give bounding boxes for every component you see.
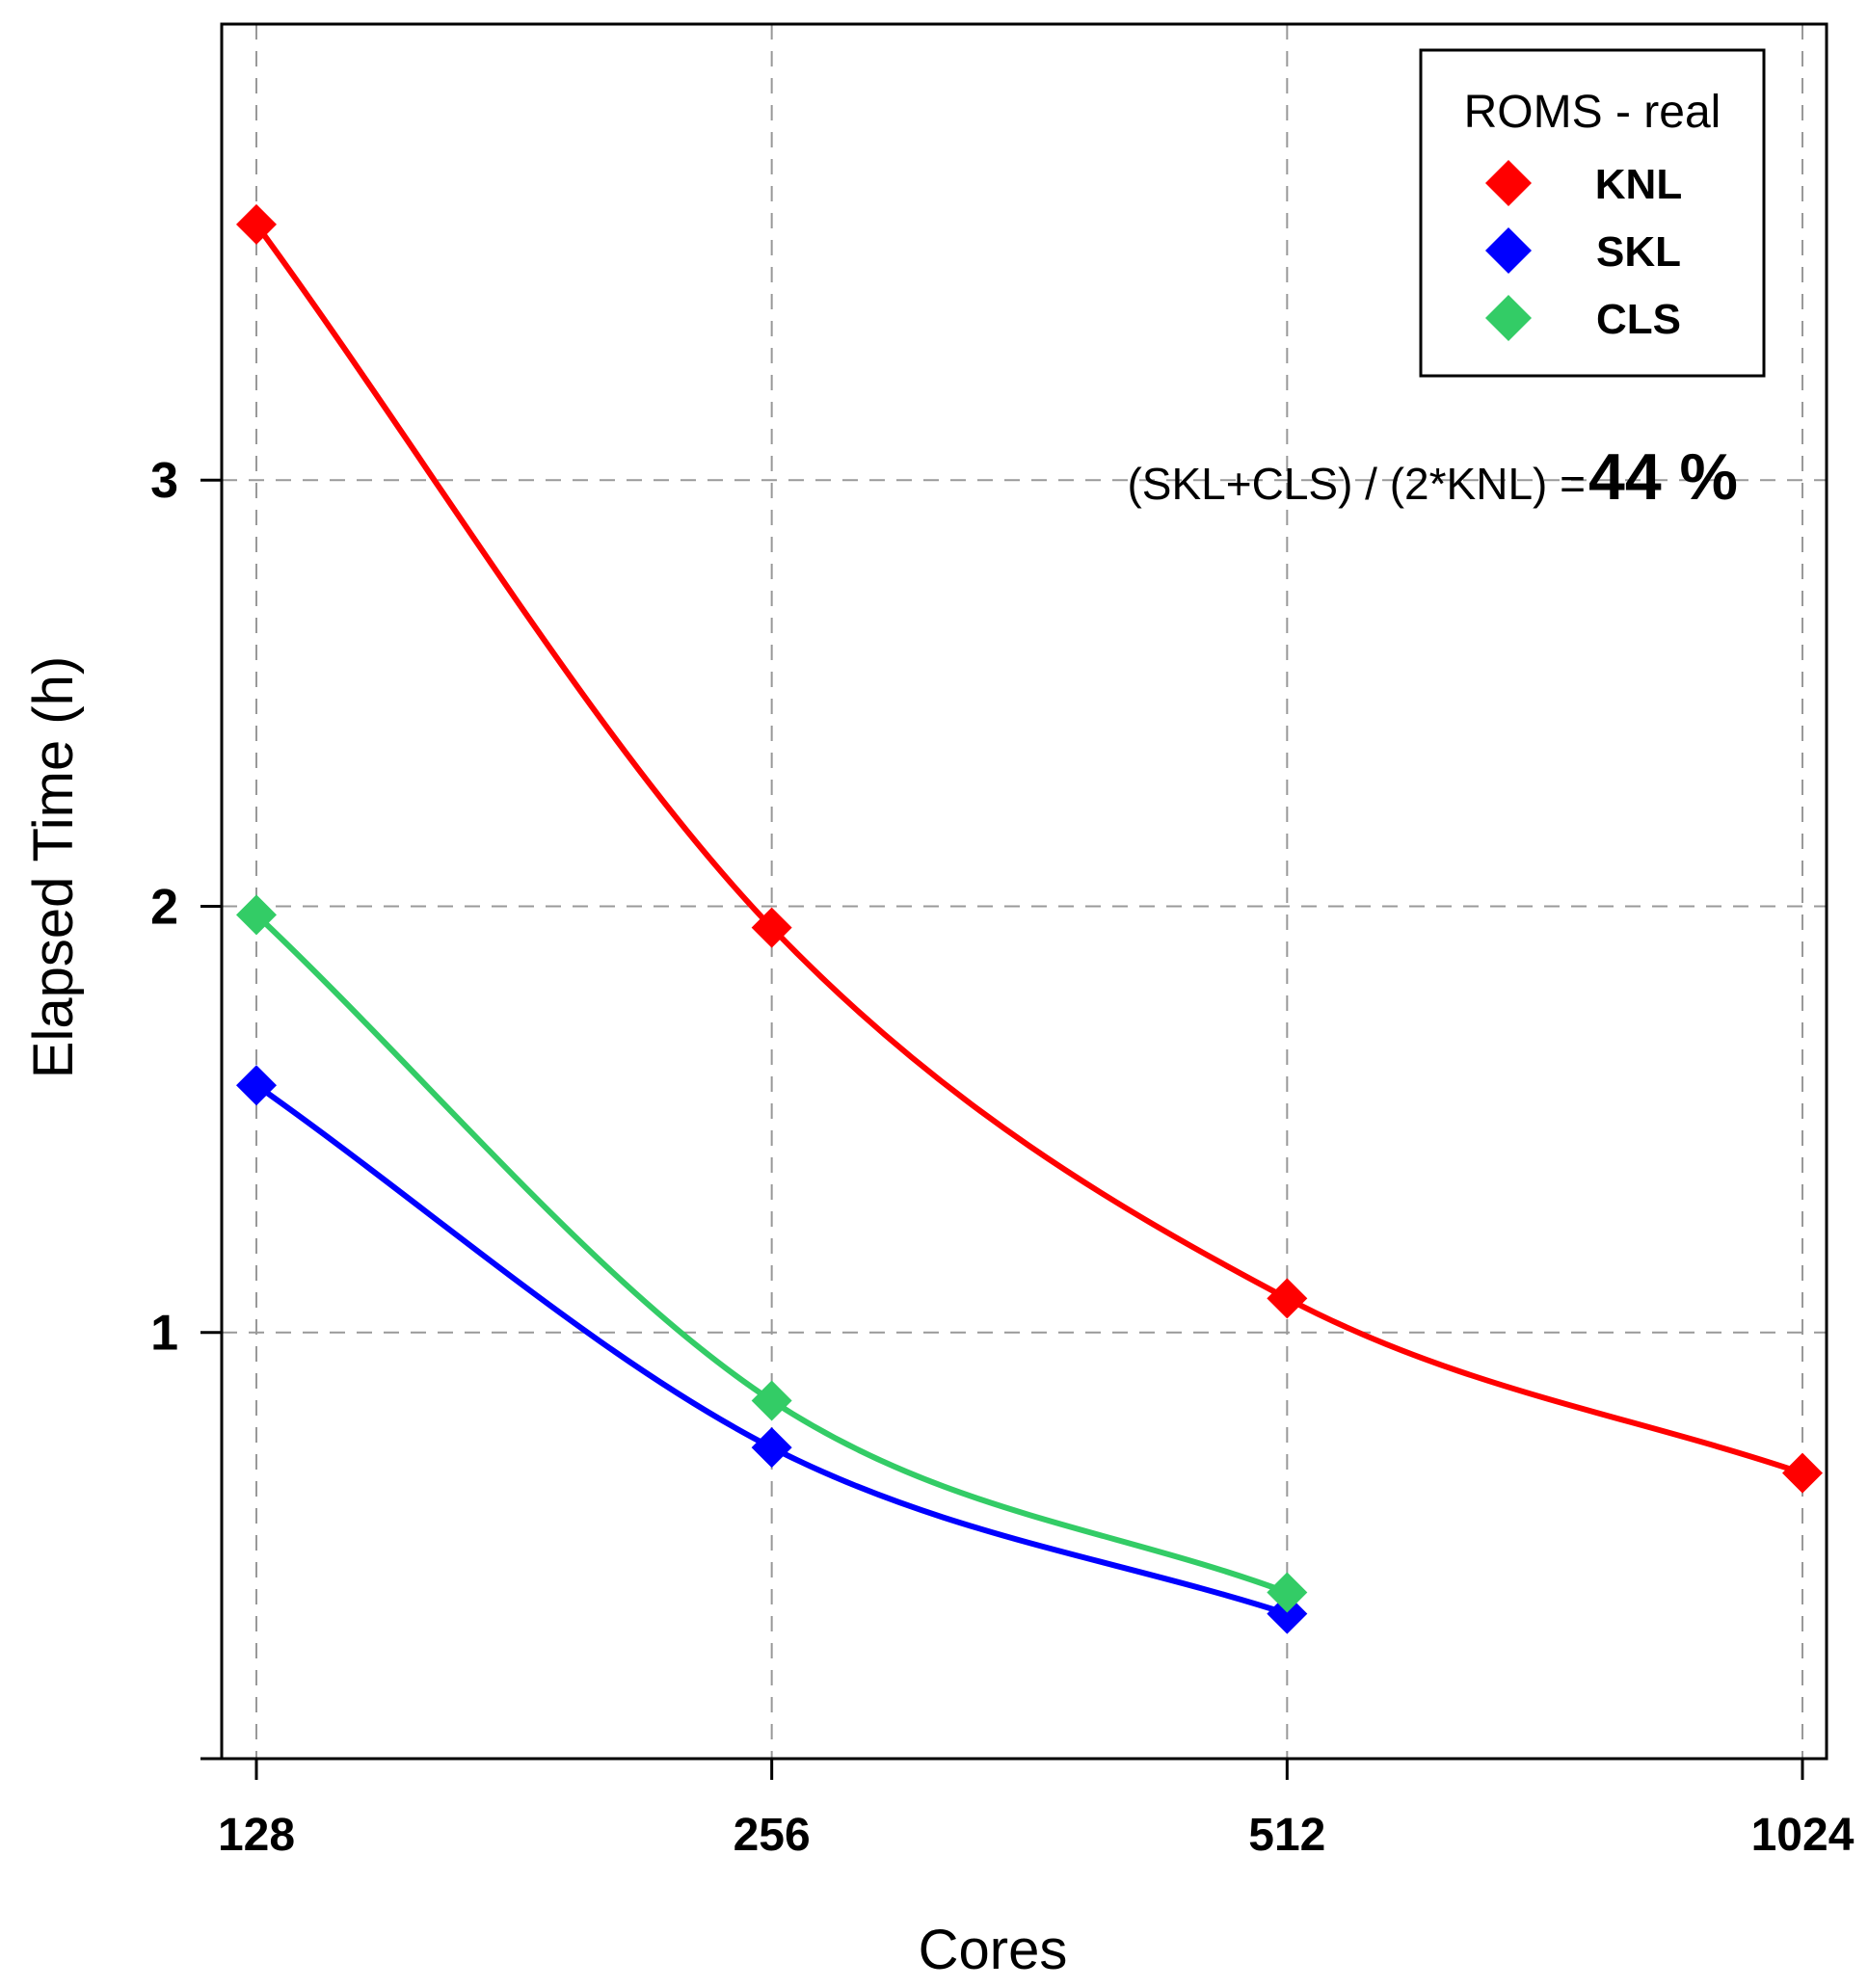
series xyxy=(236,203,1823,1634)
ratio-annotation-text: (SKL+CLS) / (2*KNL) = xyxy=(1127,459,1586,509)
legend-label-cls: CLS xyxy=(1596,296,1681,343)
y-tick-label: 3 xyxy=(150,453,178,509)
legend-marker-skl xyxy=(1485,227,1532,274)
data-point-knl xyxy=(236,203,277,245)
x-tick-label: 256 xyxy=(734,1810,811,1861)
plot-frame xyxy=(220,22,1828,1761)
legend-label-skl: SKL xyxy=(1596,228,1681,276)
x-tick-label: 1024 xyxy=(1751,1810,1855,1861)
legend-title: ROMS - real xyxy=(1464,87,1721,138)
x-axis-title: Cores xyxy=(919,1919,1068,1981)
data-point-skl xyxy=(1267,1593,1308,1634)
x-tick-label: 512 xyxy=(1248,1810,1325,1861)
y-axis-title: Elapsed Time (h) xyxy=(22,656,85,1078)
y-tick-label: 1 xyxy=(150,1306,178,1362)
legend-marker-knl xyxy=(1485,160,1532,206)
data-point-knl xyxy=(751,907,792,948)
data-point-skl xyxy=(751,1427,792,1469)
data-point-cls xyxy=(236,894,277,936)
x-tick-label: 128 xyxy=(218,1810,295,1861)
data-point-cls xyxy=(751,1380,792,1421)
data-point-skl xyxy=(236,1065,277,1106)
y-tick-label: 2 xyxy=(150,879,178,935)
data-point-cls xyxy=(1267,1572,1308,1613)
legend-label-knl: KNL xyxy=(1595,161,1682,208)
data-point-knl xyxy=(1267,1278,1308,1319)
legend: ROMS - real KNL SKL CLS xyxy=(1419,48,1766,378)
legend-box xyxy=(1419,48,1766,378)
axes: 128 256 512 1024 1 2 3 xyxy=(150,453,1855,1861)
series-line-knl xyxy=(254,223,1803,1476)
legend-marker-cls xyxy=(1485,295,1532,341)
ratio-annotation-value: 44 % xyxy=(1588,440,1738,514)
data-point-knl xyxy=(1782,1452,1823,1494)
